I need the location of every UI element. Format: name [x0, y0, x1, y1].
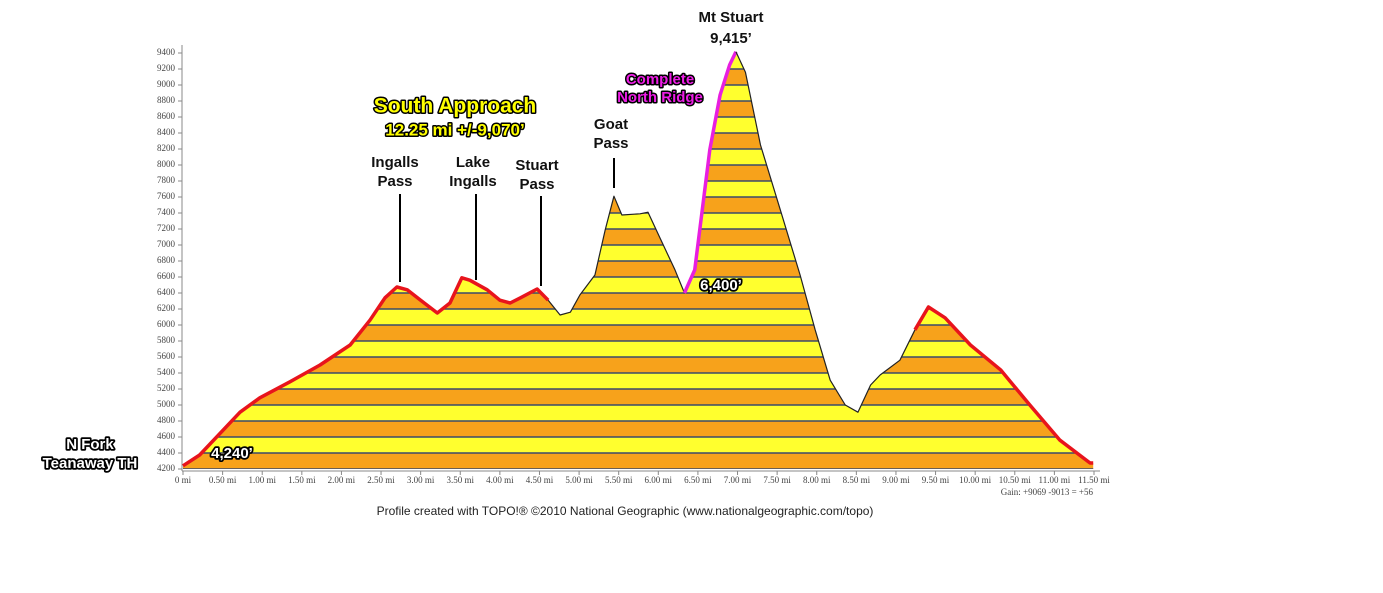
x-tick-label: 7.00 mi — [724, 475, 752, 485]
annotation: Ingalls — [449, 173, 497, 190]
elevation-band — [183, 309, 1094, 325]
y-tick-label: 9000 — [157, 79, 176, 89]
annotation: 12.25 mi +/-9,070’ — [385, 120, 524, 139]
x-tick-label: 0 mi — [175, 475, 192, 485]
x-tick-label: 5.00 mi — [565, 475, 593, 485]
profile-line — [547, 195, 686, 316]
elevation-band — [183, 341, 1094, 357]
annotation: Complete — [626, 71, 694, 88]
y-tick-label: 5600 — [157, 351, 176, 361]
y-tick-label: 5200 — [157, 383, 176, 393]
y-tick-label: 8200 — [157, 143, 176, 153]
elevation-band — [183, 437, 1094, 453]
annotation: 6,400’ — [700, 277, 742, 294]
elevation-band — [183, 389, 1094, 405]
elevation-band — [183, 165, 1094, 181]
annotation: Teanaway TH — [43, 455, 138, 472]
elevation-band — [183, 261, 1094, 277]
x-tick-label: 8.50 mi — [843, 475, 871, 485]
y-tick-label: 7600 — [157, 191, 176, 201]
profile-line — [182, 276, 550, 468]
annotation: Stuart — [515, 157, 558, 174]
elevation-band — [183, 229, 1094, 245]
elevation-band — [183, 213, 1094, 229]
y-tick-label: 6000 — [157, 319, 176, 329]
profile-line — [735, 51, 916, 413]
annotation: North Ridge — [617, 89, 703, 106]
x-tick-label: 2.00 mi — [328, 475, 356, 485]
y-tick-label: 7400 — [157, 207, 176, 217]
x-tick-label: 10.50 mi — [999, 475, 1032, 485]
profile-line — [682, 51, 738, 294]
elevation-band — [183, 245, 1094, 261]
elevation-band — [183, 421, 1094, 437]
annotation: Pass — [519, 176, 554, 193]
x-tick-label: 2.50 mi — [367, 475, 395, 485]
y-tick-label: 4800 — [157, 415, 176, 425]
x-tick-label: 1.00 mi — [248, 475, 276, 485]
elevation-band — [183, 293, 1094, 309]
x-tick-label: 3.00 mi — [407, 475, 435, 485]
gain-note: Gain: +9069 -9013 = +56 — [1001, 487, 1094, 497]
annotation: Goat — [594, 116, 628, 133]
annotation: 9,415’ — [710, 30, 752, 47]
elevation-band — [183, 405, 1094, 421]
y-tick-label: 8800 — [157, 95, 176, 105]
elevation-band — [183, 133, 1094, 149]
elevation-band — [183, 149, 1094, 165]
elevation-band — [183, 117, 1094, 133]
elevation-band — [183, 453, 1094, 469]
y-tick-label: 7000 — [157, 239, 176, 249]
annotation: Mt Stuart — [699, 9, 764, 26]
profile-line — [913, 305, 1094, 465]
annotation: 4,240’ — [211, 445, 253, 462]
x-tick-label: 6.00 mi — [645, 475, 673, 485]
elevation-band — [183, 181, 1094, 197]
x-tick-label: 3.50 mi — [447, 475, 475, 485]
elevation-band — [183, 373, 1094, 389]
annotation: N Fork — [66, 436, 114, 453]
y-tick-label: 6200 — [157, 303, 176, 313]
elevation-band — [183, 197, 1094, 213]
y-tick-label: 4200 — [157, 463, 176, 473]
annotation: Lake — [456, 154, 490, 171]
pointers — [399, 158, 615, 286]
y-tick-label: 5000 — [157, 399, 176, 409]
x-tick-label: 5.50 mi — [605, 475, 633, 485]
y-tick-label: 7200 — [157, 223, 176, 233]
x-tick-label: 11.50 mi — [1078, 475, 1110, 485]
y-tick-label: 6800 — [157, 255, 176, 265]
footer: Profile created with TOPO!® ©2010 Nation… — [377, 504, 874, 518]
y-tick-label: 4400 — [157, 447, 176, 457]
x-tick-label: 9.00 mi — [882, 475, 910, 485]
y-tick-label: 5400 — [157, 367, 176, 377]
y-tick-label: 5800 — [157, 335, 176, 345]
y-tick-label: 9400 — [157, 47, 176, 57]
y-tick-label: 4600 — [157, 431, 176, 441]
y-tick-label: 8600 — [157, 111, 176, 121]
elevation-band — [183, 277, 1094, 293]
x-tick-label: 4.00 mi — [486, 475, 514, 485]
x-tick-label: 9.50 mi — [922, 475, 950, 485]
annotation: Ingalls — [371, 154, 419, 171]
x-tick-label: 0.50 mi — [209, 475, 237, 485]
elevation-band — [183, 53, 1094, 69]
y-tick-label: 9200 — [157, 63, 176, 73]
y-tick-label: 6400 — [157, 287, 176, 297]
annotation: South Approach — [374, 95, 537, 118]
x-tick-label: 11.00 mi — [1039, 475, 1071, 485]
x-tick-label: 7.50 mi — [763, 475, 791, 485]
x-tick-label: 8.00 mi — [803, 475, 831, 485]
x-tick-label: 4.50 mi — [526, 475, 554, 485]
y-tick-label: 8400 — [157, 127, 176, 137]
annotation: Pass — [377, 173, 412, 190]
x-tick-label: 1.50 mi — [288, 475, 316, 485]
x-tick-label: 6.50 mi — [684, 475, 712, 485]
y-tick-label: 8000 — [157, 159, 176, 169]
annotation: Pass — [593, 135, 628, 152]
x-tick-label: 10.00 mi — [959, 475, 992, 485]
y-tick-label: 7800 — [157, 175, 176, 185]
y-tick-label: 6600 — [157, 271, 176, 281]
